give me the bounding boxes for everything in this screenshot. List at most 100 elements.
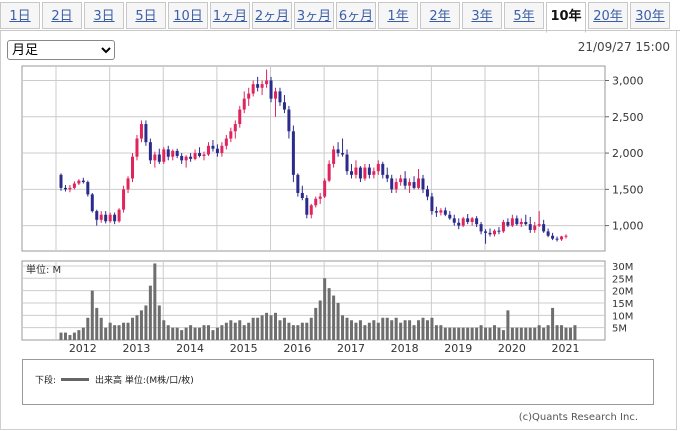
- candle-body: [394, 182, 398, 190]
- price-tick-label: 2,000: [612, 147, 644, 160]
- volume-bar: [501, 330, 505, 340]
- volume-bar: [220, 325, 224, 340]
- tab-0[interactable]: 1日: [0, 2, 40, 29]
- legend-text: 出来高 単位:(M株/口/枚): [95, 376, 194, 386]
- candle-body: [524, 221, 528, 225]
- volume-bar: [385, 317, 389, 340]
- volume-legend-swatch: [61, 378, 89, 381]
- candle-body: [336, 149, 340, 154]
- price-tick-label: 2,500: [612, 111, 644, 124]
- tab-11[interactable]: 3年: [462, 2, 502, 29]
- volume-bar: [470, 327, 474, 340]
- candlestick-series: [59, 69, 568, 244]
- legend-label: 下段:: [35, 376, 57, 386]
- tab-2[interactable]: 3日: [84, 2, 124, 29]
- candle-body: [224, 138, 228, 146]
- volume-bar: [139, 310, 143, 340]
- volume-bar: [296, 325, 300, 340]
- tab-13[interactable]: 10年: [546, 2, 586, 33]
- tab-10[interactable]: 2年: [420, 2, 460, 29]
- volume-bar: [425, 320, 429, 340]
- candle-body: [385, 174, 389, 179]
- volume-bar: [193, 327, 197, 340]
- volume-bar: [90, 290, 94, 340]
- candle-body: [99, 214, 103, 220]
- volume-bar: [573, 325, 577, 340]
- volume-bar: [229, 320, 233, 340]
- candle-body: [367, 167, 371, 175]
- price-axis: 3,000 2,500 2,000 1,500 1,000: [605, 75, 644, 233]
- candle-body: [354, 167, 358, 175]
- candle-body: [63, 187, 67, 190]
- tab-9[interactable]: 1年: [378, 2, 418, 29]
- volume-bar: [247, 322, 251, 340]
- candle-body: [95, 211, 99, 220]
- tab-14[interactable]: 20年: [588, 2, 628, 29]
- candle-body: [153, 154, 157, 161]
- candle-body: [278, 91, 282, 103]
- volume-bar: [515, 327, 519, 340]
- volume-bar: [376, 322, 380, 340]
- volume-bar: [497, 327, 501, 340]
- volume-bar: [260, 315, 264, 340]
- volume-bar: [72, 332, 76, 340]
- volume-bar: [215, 327, 219, 340]
- tab-6[interactable]: 2ヶ月: [252, 2, 292, 29]
- volume-tick-label: 15M: [612, 299, 633, 310]
- candle-body: [300, 192, 304, 199]
- volume-bar: [358, 320, 362, 340]
- volume-bar: [443, 327, 447, 340]
- candle-body: [501, 221, 505, 232]
- candle-body: [475, 218, 479, 225]
- candle-body: [260, 84, 264, 88]
- legend-box: 下段: 出来高 単位:(M株/口/枚): [22, 359, 654, 405]
- volume-bar: [439, 325, 443, 340]
- candle-body: [175, 150, 179, 156]
- candle-body: [247, 93, 251, 99]
- volume-bar: [421, 317, 425, 340]
- volume-bar: [332, 295, 336, 340]
- volume-bar: [202, 325, 206, 340]
- volume-bar: [546, 325, 550, 340]
- candle-body: [484, 231, 488, 233]
- candle-body: [274, 91, 278, 99]
- candle-body: [457, 222, 461, 226]
- candle-body: [135, 138, 139, 157]
- price-tick-label: 1,500: [612, 183, 644, 196]
- volume-bar: [81, 327, 85, 340]
- tab-3[interactable]: 5日: [126, 2, 166, 29]
- candle-body: [519, 221, 523, 225]
- candle-body: [452, 218, 456, 223]
- tab-5[interactable]: 1ヶ月: [210, 2, 250, 29]
- volume-bar: [189, 325, 193, 340]
- candle-period-select[interactable]: 月足: [7, 40, 115, 60]
- candle-body: [332, 149, 336, 164]
- tab-4[interactable]: 10日: [168, 2, 208, 29]
- volume-bar: [265, 312, 269, 340]
- tab-1[interactable]: 2日: [42, 2, 82, 29]
- candle-body: [488, 232, 492, 235]
- tab-8[interactable]: 6ヶ月: [336, 2, 376, 29]
- tab-7[interactable]: 3ヶ月: [294, 2, 334, 29]
- tab-12[interactable]: 5年: [504, 2, 544, 29]
- volume-bar: [528, 327, 532, 340]
- x-tick-label: 2019: [444, 342, 472, 355]
- candle-body: [390, 178, 394, 190]
- volume-bar: [305, 322, 309, 340]
- candle-body: [157, 154, 161, 162]
- volume-bar: [287, 322, 291, 340]
- candle-body: [314, 198, 318, 206]
- tab-15[interactable]: 30年: [630, 2, 670, 29]
- candle-body: [139, 124, 143, 139]
- volume-tick-label: 25M: [612, 274, 633, 285]
- volume-bar: [323, 278, 327, 340]
- candle-body: [470, 218, 474, 222]
- candle-body: [305, 198, 309, 215]
- volume-bar: [488, 327, 492, 340]
- candle-body: [291, 131, 295, 175]
- volume-bar: [104, 327, 108, 340]
- candle-body: [144, 124, 148, 143]
- candle-body: [542, 224, 546, 232]
- volume-bar: [434, 325, 438, 340]
- candle-body: [408, 182, 412, 186]
